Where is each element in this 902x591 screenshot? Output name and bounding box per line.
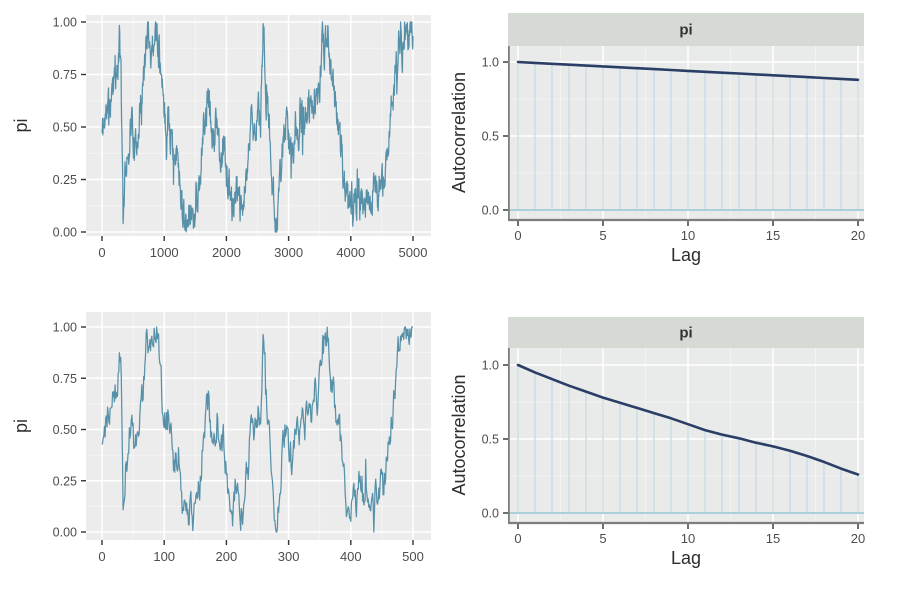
x-axis-title: Lag (671, 548, 701, 568)
x-tick-label: 500 (402, 549, 424, 564)
panel-background (508, 46, 864, 219)
y-tick-label: 0.5 (482, 130, 499, 144)
y-tick-label: 0.25 (53, 173, 77, 187)
y-tick-label: 0.00 (53, 226, 77, 240)
x-tick-label: 5 (599, 531, 606, 546)
facet-strip (508, 317, 864, 348)
acf-line (516, 60, 860, 82)
facet-strip-label: pi (679, 325, 692, 342)
y-tick-label: 0.00 (53, 526, 77, 540)
x-tick-label: 20 (851, 531, 865, 546)
x-tick-label: 0 (514, 531, 521, 546)
x-tick-label: 400 (340, 549, 362, 564)
y-tick-label: 0.75 (53, 68, 77, 82)
x-tick-label: 2000 (212, 245, 241, 260)
panel-background (86, 15, 431, 236)
y-tick-label: 1.0 (482, 56, 499, 70)
x-axis-title: Lag (671, 245, 701, 265)
y-axis-title: pi (11, 419, 31, 433)
x-tick-label: 100 (153, 549, 175, 564)
x-tick-label: 3000 (274, 245, 303, 260)
x-tick-label: 10 (681, 531, 695, 546)
y-tick-label: 0.25 (53, 474, 77, 488)
acf-line (516, 363, 860, 476)
y-axis-title: Autocorrelation (451, 72, 469, 193)
x-tick-label: 15 (766, 531, 780, 546)
facet-strip-label: pi (679, 22, 692, 39)
x-tick-label: 5 (599, 228, 606, 243)
y-axis-title: pi (11, 118, 31, 132)
panel-background (508, 348, 864, 522)
trace-plot-thinned-chain: 0.00 0.25 0.50 0.75 1.00 0 100 200 300 400 500 pi (11, 312, 431, 564)
facet-strip (508, 13, 864, 46)
y-tick-label: 0.5 (482, 433, 499, 447)
x-tick-label: 0 (514, 228, 521, 243)
trace-plot-full-chain: 0.00 0.25 0.50 0.75 1.00 0 1000 2000 3000 4000 500… (11, 15, 431, 260)
y-tick-label: 0.0 (482, 204, 499, 218)
x-tick-label: 5000 (399, 245, 428, 260)
acf-plot-full-chain: pi 0.0 0.5 1.0 0 5 10 15 20 Lag Autocorrelation (451, 13, 865, 265)
x-tick-label: 15 (766, 228, 780, 243)
x-tick-label: 200 (216, 549, 238, 564)
x-tick-label: 300 (278, 549, 300, 564)
y-tick-label: 1.0 (482, 359, 499, 373)
x-tick-label: 4000 (336, 245, 365, 260)
y-tick-label: 0.75 (53, 372, 77, 386)
x-tick-label: 0 (98, 245, 105, 260)
trace-line (101, 21, 414, 233)
y-tick-label: 0.0 (482, 507, 499, 521)
trace-line (101, 326, 414, 533)
y-tick-label: 0.50 (53, 121, 77, 135)
acf-plot-thinned-chain: pi 0.0 0.5 1.0 0 5 10 15 20 Lag Autocorrelation (451, 317, 865, 568)
y-axis-title: Autocorrelation (451, 374, 469, 495)
y-tick-label: 1.00 (53, 16, 77, 30)
x-tick-label: 0 (98, 549, 105, 564)
x-tick-label: 1000 (150, 245, 179, 260)
panel-background (86, 312, 431, 540)
y-tick-label: 1.00 (53, 321, 77, 335)
x-tick-label: 10 (681, 228, 695, 243)
y-tick-label: 0.50 (53, 423, 77, 437)
x-tick-label: 20 (851, 228, 865, 243)
